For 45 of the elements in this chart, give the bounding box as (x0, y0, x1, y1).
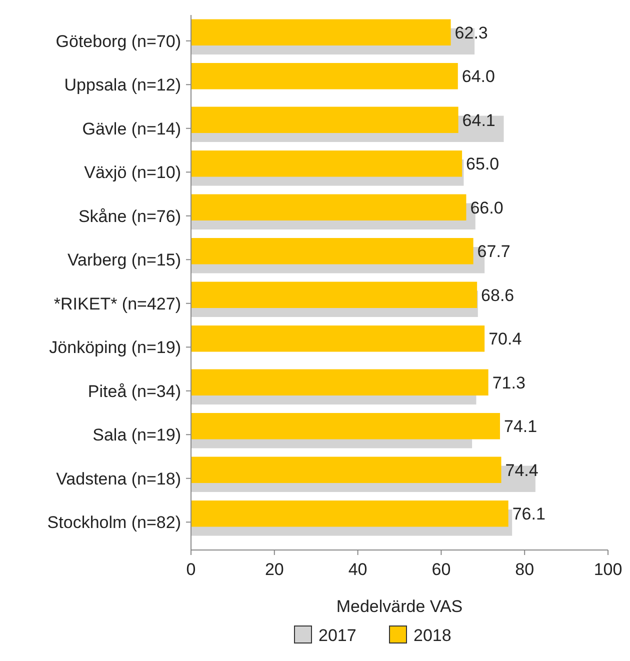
legend-label: 2017 (318, 626, 356, 645)
data-label: 74.4 (505, 460, 538, 480)
data-label: 67.7 (477, 242, 510, 262)
x-tick-label: 20 (264, 560, 284, 579)
data-label: 62.3 (454, 23, 488, 42)
y-tick-label: Gävle (n=14) (82, 119, 181, 138)
bar (191, 282, 478, 308)
bar (191, 238, 474, 264)
data-label: 71.3 (492, 373, 526, 392)
y-tick-label: Uppsala (n=12) (64, 76, 181, 95)
x-tick-label: 60 (432, 560, 451, 579)
bar (191, 63, 458, 90)
y-tick-label: Skåne (n=76) (78, 206, 181, 226)
legend-label: 2018 (414, 626, 452, 645)
data-label: 64.0 (462, 67, 495, 86)
y-tick-label: Varberg (n=15) (67, 250, 181, 270)
data-label: 64.1 (462, 110, 496, 130)
bar (191, 500, 508, 527)
x-axis-title: Medelvärde VAS (336, 597, 463, 616)
bar (191, 194, 466, 220)
y-tick-label: Växjö (n=10) (84, 163, 181, 182)
y-tick-label: Jönköping (n=19) (49, 338, 181, 358)
x-tick-label: 100 (594, 560, 622, 579)
y-tick-label: Sala (n=19) (92, 426, 181, 445)
bar (191, 19, 451, 46)
y-tick-label: Piteå (n=34) (88, 382, 181, 401)
y-tick-label: Vadstena (n=18) (56, 469, 181, 488)
y-tick-label: *RIKET* (n=427) (54, 294, 181, 314)
data-label: 68.6 (481, 286, 514, 305)
data-label: 74.1 (504, 417, 538, 436)
bar (191, 326, 485, 352)
y-tick-label: Göteborg (n=70) (56, 32, 181, 51)
y-tick-label: Stockholm (n=82) (47, 513, 181, 532)
bar (191, 413, 500, 440)
bar (191, 369, 488, 396)
data-label: 65.0 (466, 154, 500, 174)
bar (191, 456, 502, 483)
data-label: 66.0 (470, 198, 504, 218)
data-label: 76.1 (512, 504, 546, 524)
x-tick-label: 80 (515, 560, 534, 579)
data-label: 70.4 (488, 330, 522, 349)
bar (191, 150, 462, 177)
x-tick-label: 40 (348, 560, 368, 579)
x-tick-label: 0 (186, 560, 196, 579)
bar (191, 106, 458, 133)
